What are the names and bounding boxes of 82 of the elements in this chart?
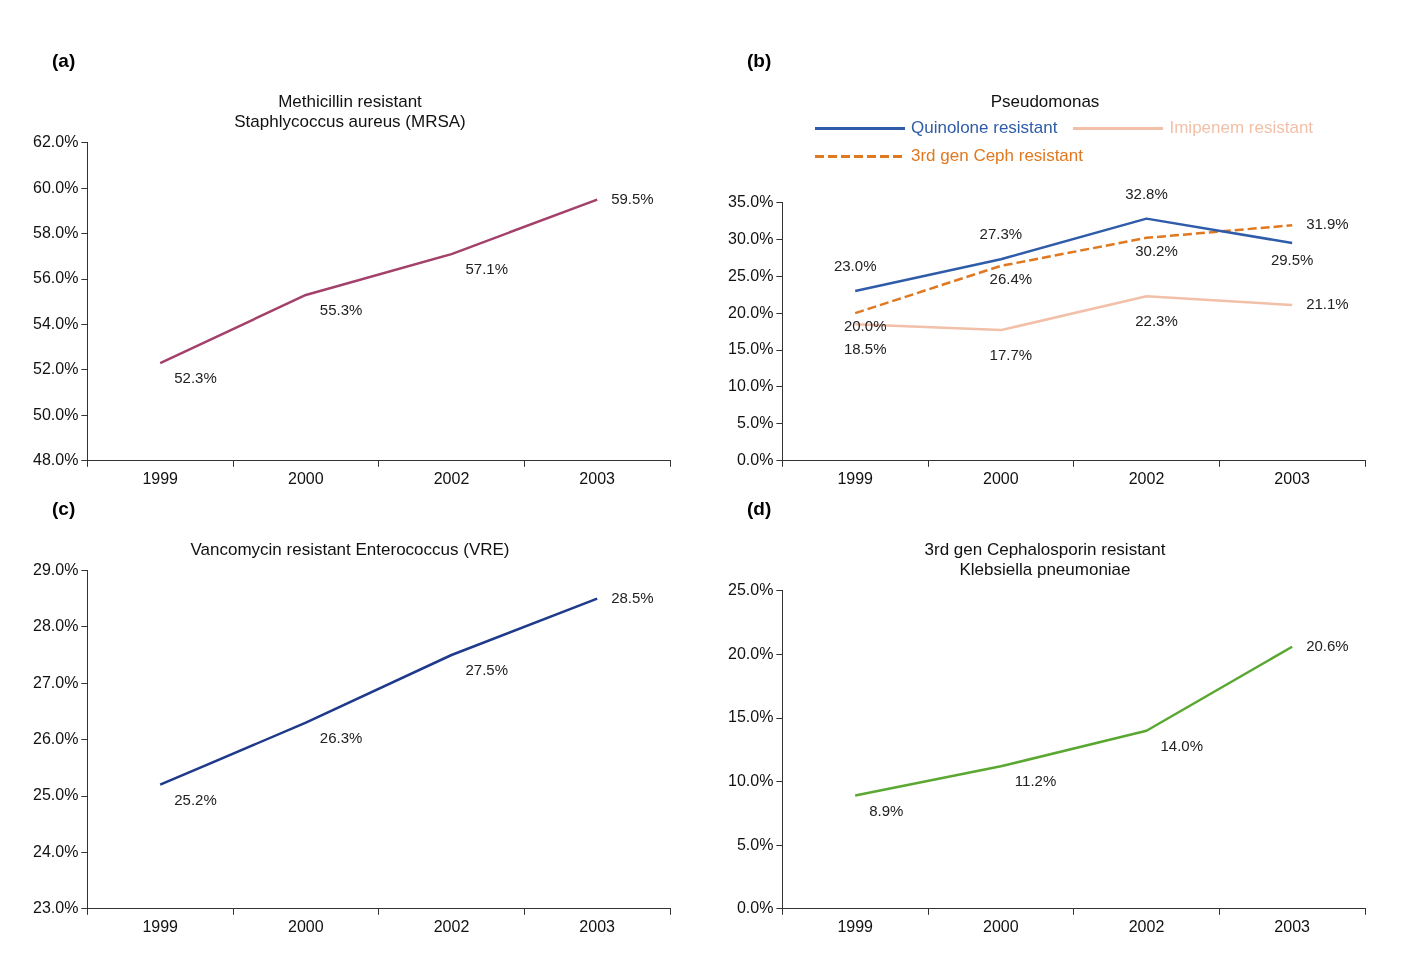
y-tick-label: 10.0% [727, 772, 774, 790]
x-tick-label: 2002 [1128, 917, 1165, 935]
y-tick-label: 15.0% [727, 340, 774, 358]
data-label: 18.5% [843, 340, 887, 358]
data-label: 31.9% [1306, 215, 1349, 233]
y-tick-label: 50.0% [32, 405, 79, 423]
y-tick-label: 58.0% [32, 224, 79, 242]
text: Quinolone resistant [911, 118, 1058, 138]
x-tick-label: 2002 [433, 917, 470, 935]
data-label: 28.5% [611, 588, 654, 606]
y-tick-label: 28.0% [32, 617, 79, 635]
data-label: 27.3% [979, 225, 1023, 243]
chart-title: Vancomycin resistant Enterococcus (VRE) [190, 539, 510, 559]
y-tick-label: 60.0% [32, 178, 79, 196]
data-label: 20.0% [843, 317, 887, 335]
x-tick-label: 2000 [288, 917, 324, 935]
x-tick-label: 1999 [837, 469, 874, 487]
x-tick-label: 1999 [142, 469, 179, 487]
data-label: 25.2% [174, 790, 217, 808]
y-tick-label: 25.0% [727, 581, 774, 599]
y-tick-label: 5.0% [736, 414, 774, 432]
data-label: 32.8% [1125, 184, 1168, 202]
data-label: 14.0% [1160, 736, 1204, 754]
x-tick-label: 2000 [288, 469, 324, 487]
y-tick-label: 20.0% [727, 303, 774, 321]
x-tick-label: 2003 [579, 917, 616, 935]
x-tick-label: 1999 [837, 917, 874, 935]
data-label: 17.7% [989, 346, 1033, 364]
data-label: 26.3% [319, 728, 363, 746]
data-label: 27.5% [465, 661, 509, 679]
y-tick-label: 56.0% [32, 269, 79, 287]
data-label: 29.5% [1270, 251, 1314, 269]
y-tick-label: 52.0% [32, 360, 79, 378]
text: Klebsiella pneumoniae [959, 560, 1131, 580]
x-tick-label: 2002 [433, 469, 470, 487]
data-label: 55.3% [319, 301, 363, 319]
y-tick-label: 23.0% [32, 899, 79, 917]
chart-title: Pseudomonas [990, 91, 1100, 111]
data-label: 8.9% [869, 801, 904, 819]
y-tick-label: 0.0% [736, 451, 774, 469]
x-tick-label: 2000 [983, 469, 1019, 487]
data-label: 52.3% [174, 369, 217, 387]
y-tick-label: 29.0% [32, 560, 79, 578]
x-tick-label: 1999 [142, 917, 179, 935]
x-tick-label: 2000 [983, 917, 1019, 935]
text: 3rd gen Cephalosporin resistant [924, 539, 1166, 559]
text: Methicillin resistant [278, 91, 422, 111]
y-tick-label: 5.0% [736, 835, 774, 853]
y-tick-label: 20.0% [727, 644, 774, 662]
text: (c) [52, 498, 76, 520]
data-label: 22.3% [1135, 312, 1178, 330]
y-tick-label: 30.0% [727, 229, 774, 247]
y-tick-label: 35.0% [727, 192, 774, 210]
data-label: 26.4% [989, 270, 1033, 288]
y-tick-label: 15.0% [727, 708, 774, 726]
data-label: 23.0% [833, 257, 877, 275]
text: (d) [747, 498, 772, 520]
y-tick-label: 25.0% [727, 266, 774, 284]
data-label: 20.6% [1306, 636, 1349, 654]
data-label: 59.5% [611, 189, 654, 207]
data-label: 30.2% [1135, 241, 1178, 259]
y-tick-label: 0.0% [736, 899, 774, 917]
x-tick-label: 2003 [1274, 917, 1311, 935]
data-label: 11.2% [1014, 772, 1057, 790]
x-tick-label: 2003 [579, 469, 616, 487]
y-tick-label: 48.0% [32, 451, 79, 469]
text: (a) [52, 50, 76, 72]
text: Staphlycoccus aureus (MRSA) [234, 112, 466, 132]
x-tick-label: 2002 [1128, 469, 1165, 487]
data-label: 57.1% [465, 260, 509, 278]
y-tick-label: 24.0% [32, 842, 79, 860]
x-tick-label: 2003 [1274, 469, 1311, 487]
y-tick-label: 26.0% [32, 730, 79, 748]
y-tick-label: 54.0% [32, 314, 79, 332]
y-tick-label: 27.0% [32, 673, 79, 691]
y-tick-label: 10.0% [727, 377, 774, 395]
data-label: 21.1% [1306, 295, 1349, 313]
text: Imipenem resistant [1169, 118, 1314, 138]
y-tick-label: 25.0% [32, 786, 79, 804]
text: (b) [747, 50, 772, 72]
text: 3rd gen Ceph resistant [911, 146, 1083, 166]
y-tick-label: 62.0% [32, 133, 79, 151]
